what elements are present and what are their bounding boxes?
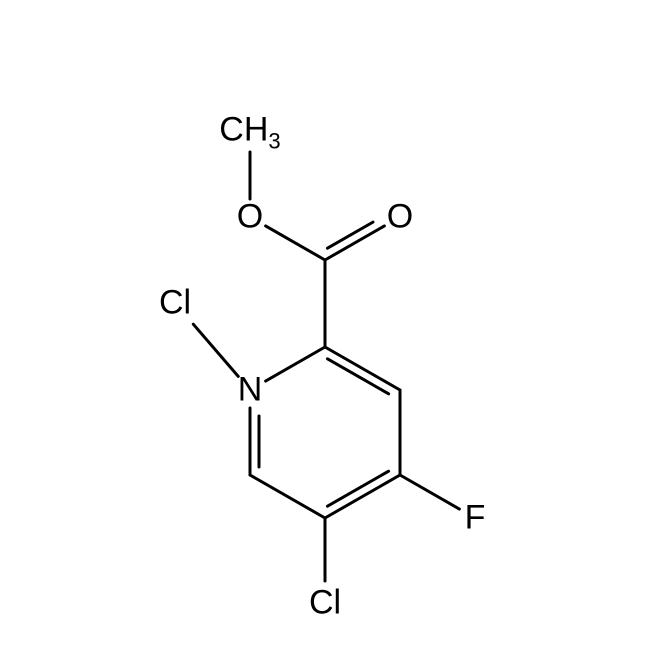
atom-N: N	[238, 371, 263, 410]
atom-O1: O	[387, 198, 413, 237]
atom-O2: O	[237, 198, 263, 237]
molecule-canvas	[0, 0, 650, 650]
atom-F: F	[465, 499, 486, 538]
atom-Cl2: Cl	[309, 584, 341, 623]
atom-Cl1: Cl	[159, 284, 191, 323]
atom-CH3: CH3	[219, 111, 280, 150]
